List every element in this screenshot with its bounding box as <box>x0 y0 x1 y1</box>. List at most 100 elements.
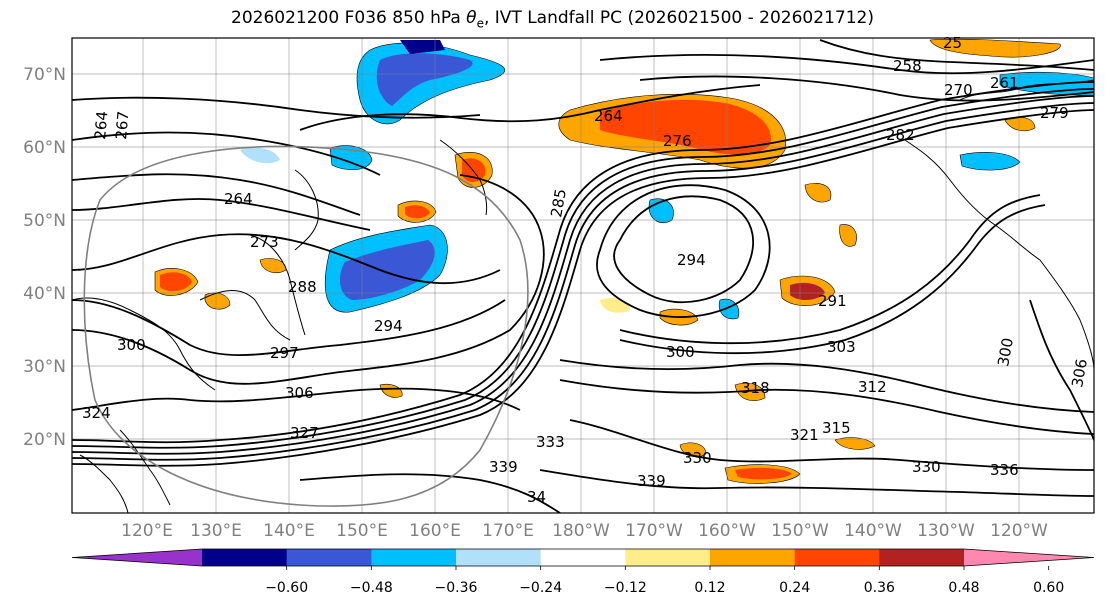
shade-positive <box>160 272 192 292</box>
lon-tick-label: 160°E <box>409 521 461 541</box>
contour-label: 327 <box>290 424 319 442</box>
shade-positive <box>405 205 430 219</box>
shade-positive <box>600 99 771 155</box>
lon-tick-label: 130°E <box>190 521 242 541</box>
colorbar-segment <box>879 549 965 566</box>
colorbar-segment <box>286 549 372 566</box>
contour-label: 306 <box>1068 357 1091 388</box>
contour-label: 34 <box>527 488 546 506</box>
coastlines <box>72 79 1094 513</box>
contour-label: 279 <box>1040 104 1069 122</box>
colorbar-segment <box>710 549 796 566</box>
shade-positive <box>804 182 832 203</box>
colorbar-tick-label: −0.12 <box>604 580 647 596</box>
contour-label: 264 <box>594 107 623 125</box>
contour-label: 330 <box>683 449 712 467</box>
colorbar-segment <box>456 549 542 566</box>
map-frame <box>71 37 1095 514</box>
shade-positive <box>839 224 857 247</box>
lat-tick-label: 40°N <box>23 284 66 304</box>
lat-tick-label: 60°N <box>23 138 66 158</box>
colorbar: −0.60 −0.48 −0.36 −0.24 −0.12 0.12 0.24 0.36 0.4… <box>71 548 1095 596</box>
contour-label: 336 <box>990 461 1019 479</box>
contour-label: 264 <box>224 190 253 208</box>
colorbar-tick-label: 0.12 <box>694 580 725 596</box>
colorbar-outline <box>71 548 1095 567</box>
shade-negative <box>240 147 280 164</box>
contour-label: 297 <box>270 344 299 362</box>
shade-positive <box>790 282 825 301</box>
contour-label: 288 <box>288 278 317 296</box>
contour-label: 300 <box>994 336 1017 367</box>
contour-label: 282 <box>886 126 915 144</box>
landfall-region-outline <box>83 145 529 507</box>
contour-label: 270 <box>944 81 973 99</box>
latitude-labels: 70°N 60°N 50°N 40°N 30°N 20°N <box>23 65 66 450</box>
contour-label: 291 <box>818 292 847 310</box>
colorbar-tick-label: −0.36 <box>435 580 478 596</box>
figure-title: 2026021200 F036 850 hPa θe, IVT Landfall… <box>231 8 874 31</box>
lon-tick-label: 150°W <box>771 521 829 541</box>
map-area <box>72 38 1094 513</box>
contour-label: 264 <box>91 110 111 140</box>
lat-tick-label: 30°N <box>23 357 66 377</box>
lon-tick-label: 170°W <box>625 521 683 541</box>
contour-label: 324 <box>82 404 111 422</box>
shade-positive <box>735 467 792 480</box>
shade-negative <box>376 53 473 106</box>
lon-tick-label: 130°W <box>917 521 975 541</box>
contour-label: 300 <box>117 336 146 354</box>
contour-label: 267 <box>112 110 132 140</box>
shade-positive <box>379 383 403 398</box>
colorbar-segment <box>371 549 457 566</box>
contour-label: 285 <box>547 187 570 218</box>
lat-tick-label: 20°N <box>23 430 66 450</box>
colorbar-tick-label: 0.48 <box>948 580 979 596</box>
colorbar-segment <box>794 549 880 566</box>
contour-label: 339 <box>637 472 666 490</box>
lon-tick-label: 160°W <box>698 521 756 541</box>
contour-label: 315 <box>822 419 851 437</box>
lon-tick-label: 140°E <box>263 521 315 541</box>
contour-label: 258 <box>893 57 922 75</box>
colorbar-tick-label: −0.60 <box>265 580 308 596</box>
colorbar-segment <box>540 549 626 566</box>
shade-positive <box>834 437 876 450</box>
colorbar-tick-label: −0.48 <box>350 580 393 596</box>
colorbar-extend-min <box>72 549 202 566</box>
contour-label: 312 <box>858 378 887 396</box>
contour-label: 333 <box>536 433 565 451</box>
colorbar-tick-label: 0.24 <box>779 580 810 596</box>
colorbar-tick-label: −0.24 <box>519 580 562 596</box>
contour-label: 330 <box>912 458 941 476</box>
colorbar-segment <box>202 549 288 566</box>
shade-positive <box>929 38 1061 58</box>
shade-negative <box>959 152 1021 171</box>
lon-tick-label: 170°E <box>482 521 534 541</box>
lon-tick-label: 180°W <box>552 521 610 541</box>
shade-negative <box>400 40 445 54</box>
colorbar-segment <box>625 549 711 566</box>
contour-label: 261 <box>990 74 1019 92</box>
contour-label: 318 <box>741 379 770 397</box>
contour-label: 306 <box>285 384 314 402</box>
lat-tick-label: 50°N <box>23 211 66 231</box>
longitude-labels: 120°E 130°E 140°E 150°E 160°E 170°E 180°… <box>121 521 1048 541</box>
theta-e-contours <box>72 39 1094 513</box>
contour-label: 276 <box>663 132 692 150</box>
colorbar-extend-max <box>964 549 1094 566</box>
contour-label: 339 <box>489 458 518 476</box>
contour-label: 294 <box>677 251 706 269</box>
shade-positive <box>734 382 766 401</box>
colorbar-tick-label: 0.36 <box>864 580 895 596</box>
shade-negative <box>339 240 435 300</box>
contour-label: 303 <box>827 338 856 356</box>
contour-label: 300 <box>666 343 695 361</box>
contour-label: 294 <box>374 317 403 335</box>
lon-tick-label: 120°E <box>121 521 173 541</box>
lon-tick-label: 140°W <box>844 521 902 541</box>
lat-tick-label: 70°N <box>23 65 66 85</box>
contour-label: 321 <box>790 426 819 444</box>
shade-positive <box>259 258 287 273</box>
